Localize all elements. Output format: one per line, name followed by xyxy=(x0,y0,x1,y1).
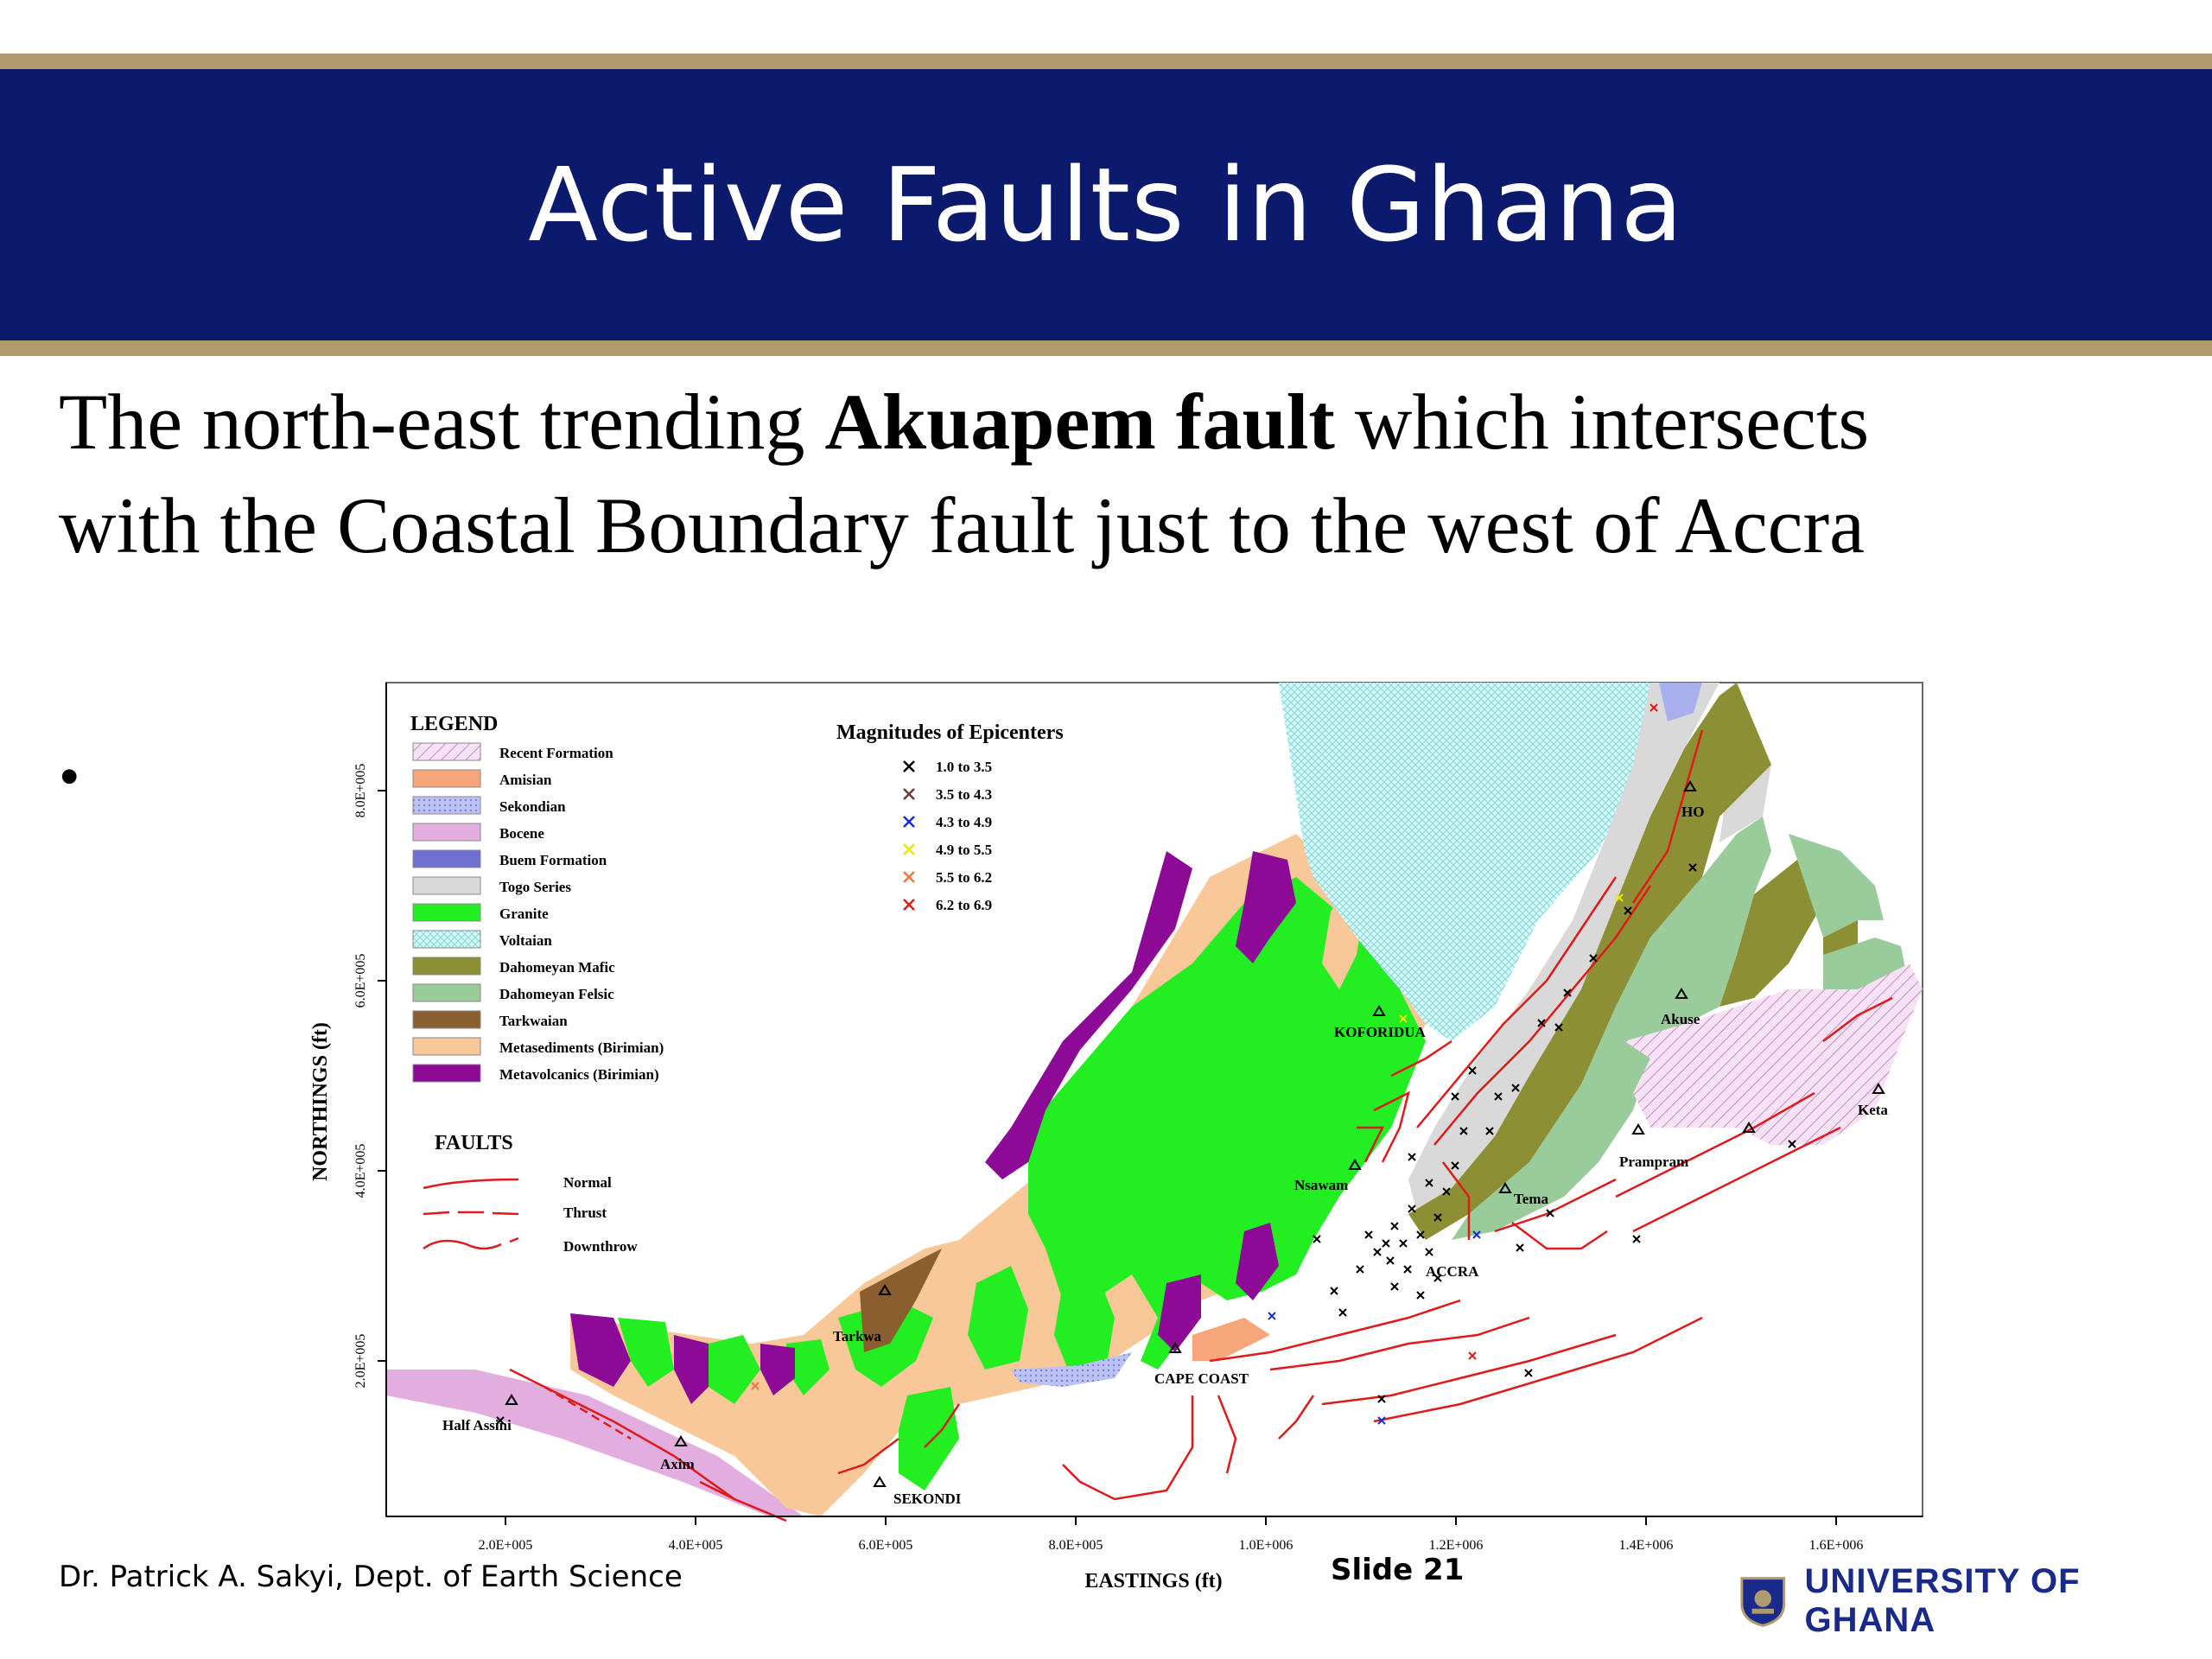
legend-label-6: Granite xyxy=(499,906,549,922)
place-accra: ACCRA xyxy=(1426,1263,1479,1280)
footer-author: Dr. Patrick A. Sakyi, Dept. of Earth Sci… xyxy=(59,1560,683,1594)
legend-label-5: Togo Series xyxy=(499,879,571,895)
magnitude-label-2: 4.3 to 4.9 xyxy=(936,814,992,830)
x-tick-3: 8.0E+005 xyxy=(1049,1538,1103,1553)
place-keta: Keta xyxy=(1858,1102,1888,1118)
fault-downthrow-label: Downthrow xyxy=(563,1238,638,1255)
legend: LEGEND Recent Formation Amisian Sekondia… xyxy=(410,713,664,1083)
place-koforidua: KOFORIDUA xyxy=(1334,1024,1427,1040)
title-bar xyxy=(0,54,2212,356)
x-tick-labels: 2.0E+005 4.0E+005 6.0E+005 8.0E+005 1.0E… xyxy=(479,1538,1864,1553)
y-tick-2: 6.0E+005 xyxy=(353,954,368,1008)
place-half-assini: Half Assini xyxy=(442,1417,512,1433)
legend-label-12: Metavolcanics (Birimian) xyxy=(499,1066,659,1083)
place-cape-coast: CAPE COAST xyxy=(1154,1370,1249,1387)
magnitude-label-0: 1.0 to 3.5 xyxy=(936,759,992,775)
x-axis-title: EASTINGS (ft) xyxy=(1084,1570,1222,1592)
place-triangles xyxy=(505,780,1885,1487)
axis-ticks xyxy=(378,683,1923,1525)
fault-lines xyxy=(509,729,1893,1522)
bullet: • xyxy=(59,744,80,810)
legend-label-1: Amisian xyxy=(499,772,552,788)
legend-label-2: Sekondian xyxy=(499,798,566,815)
place-sekondi: SEKONDI xyxy=(893,1491,962,1507)
fault-thrust-label: Thrust xyxy=(563,1205,607,1221)
magnitudes-title: Magnitudes of Epicenters xyxy=(836,721,1064,744)
faults-legend: FAULTS Normal Thrust Downthrow xyxy=(423,1132,638,1255)
x-tick-4: 1.0E+006 xyxy=(1239,1538,1294,1553)
place-labels: HO KOFORIDUA Akuse Keta Prampram Nsawam … xyxy=(442,804,1888,1507)
place-nsawam: Nsawam xyxy=(1294,1177,1348,1193)
place-akuse: Akuse xyxy=(1661,1011,1700,1027)
x-tick-2: 6.0E+005 xyxy=(859,1538,913,1553)
body-text-bold: Akuapem fault xyxy=(824,378,1335,466)
legend-label-4: Buem Formation xyxy=(499,852,607,868)
x-tick-5: 1.2E+006 xyxy=(1429,1538,1484,1553)
magnitude-label-3: 4.9 to 5.5 xyxy=(936,842,992,858)
body-text-part2: which intersects with the Coastal Bounda… xyxy=(59,378,1870,569)
legend-label-10: Tarkwaian xyxy=(499,1013,568,1029)
y-tick-0: 2.0E+005 xyxy=(353,1334,368,1389)
faults-title: FAULTS xyxy=(435,1132,513,1154)
magnitude-label-5: 6.2 to 6.9 xyxy=(936,897,992,913)
legend-label-7: Voltaian xyxy=(499,932,552,949)
geology-map: HO KOFORIDUA Akuse Keta Prampram Nsawam … xyxy=(309,682,1923,1592)
slide-number: Slide 21 xyxy=(1331,1553,1465,1587)
x-tick-0: 2.0E+005 xyxy=(479,1538,533,1553)
legend-label-11: Metasediments (Birimian) xyxy=(499,1039,664,1056)
place-tarkwa: Tarkwa xyxy=(833,1328,882,1344)
legend-label-0: Recent Formation xyxy=(499,745,613,761)
x-tick-7: 1.6E+006 xyxy=(1809,1538,1864,1553)
body-text-part1: The north-east trending xyxy=(59,378,825,466)
university-crest-icon xyxy=(1740,1577,1786,1627)
x-tick-1: 4.0E+005 xyxy=(669,1538,723,1553)
place-tema: Tema xyxy=(1514,1191,1548,1207)
y-tick-labels: 2.0E+005 4.0E+005 6.0E+005 8.0E+005 xyxy=(353,764,368,1389)
place-ho: HO xyxy=(1681,804,1704,820)
body-text: The north-east trending Akuapem fault wh… xyxy=(59,370,1873,577)
epicenter-markers xyxy=(496,863,1796,1425)
fault-normal-label: Normal xyxy=(563,1174,612,1191)
place-axim: Axim xyxy=(660,1456,695,1472)
magnitude-label-1: 3.5 to 4.3 xyxy=(936,786,992,803)
legend-label-9: Dahomeyan Felsic xyxy=(499,986,614,1002)
y-tick-1: 4.0E+005 xyxy=(353,1144,368,1198)
magnitude-legend: Magnitudes of Epicenters 1.0 to 3.5 3.5 … xyxy=(836,721,1064,913)
y-tick-3: 8.0E+005 xyxy=(353,764,368,818)
place-prampram: Prampram xyxy=(1619,1154,1688,1170)
university-name: UNIVERSITY OF GHANA xyxy=(1804,1562,2081,1639)
y-axis-title: NORTHINGS (ft) xyxy=(309,1022,332,1181)
legend-title: LEGEND xyxy=(410,713,498,735)
geology-regions xyxy=(386,683,1923,1516)
university-branding: UNIVERSITY OF GHANA xyxy=(1737,1562,2212,1640)
slide-title: Active Faults in Ghana xyxy=(528,145,1684,264)
magnitude-label-4: 5.5 to 6.2 xyxy=(936,869,992,886)
x-tick-6: 1.4E+006 xyxy=(1619,1538,1674,1553)
colored-epicenters xyxy=(751,703,1658,1425)
legend-label-8: Dahomeyan Mafic xyxy=(499,959,615,976)
legend-label-3: Bocene xyxy=(499,825,544,842)
